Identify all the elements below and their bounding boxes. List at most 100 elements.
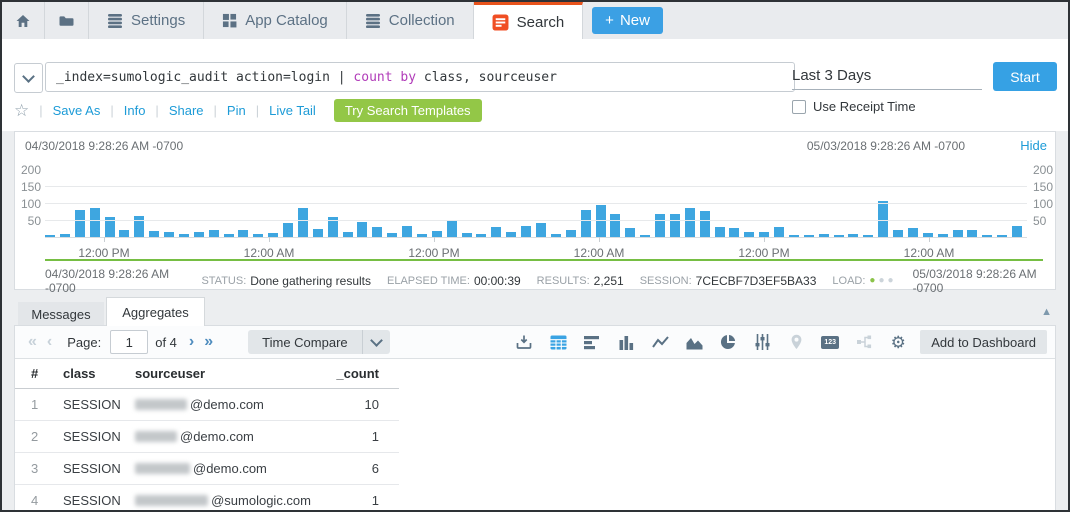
next-page-icon[interactable]: › <box>188 333 195 350</box>
histogram-bar[interactable] <box>938 234 948 237</box>
histogram-bar[interactable] <box>997 235 1007 237</box>
collapse-panel-icon[interactable]: ▲ <box>1041 306 1052 318</box>
histogram-bar[interactable] <box>134 216 144 237</box>
col-header-count[interactable]: _count <box>336 366 379 381</box>
histogram-bar[interactable] <box>476 234 486 237</box>
map-pin-icon[interactable] <box>786 333 806 351</box>
histogram-bar[interactable] <box>194 232 204 237</box>
histogram-bar[interactable] <box>581 210 591 237</box>
col-header-sourceuser[interactable]: sourceuser <box>135 366 206 381</box>
table-row[interactable]: 1 SESSION @demo.com 10 <box>15 389 399 421</box>
histogram-bar[interactable] <box>953 230 963 237</box>
histogram-bar[interactable] <box>700 211 710 237</box>
histogram-bar[interactable] <box>238 230 248 237</box>
checkbox-icon[interactable] <box>792 99 806 114</box>
histogram-bar[interactable] <box>804 235 814 237</box>
histogram-bar[interactable] <box>878 201 888 237</box>
histogram-bar[interactable] <box>506 232 516 237</box>
table-row[interactable]: 2 SESSION @demo.com 1 <box>15 421 399 453</box>
histogram-bar[interactable] <box>566 230 576 237</box>
histogram-bar[interactable] <box>774 227 784 237</box>
nav-tab-home[interactable] <box>2 2 45 39</box>
histogram-bar[interactable] <box>982 235 992 237</box>
page-input[interactable] <box>110 330 149 354</box>
histogram-bar[interactable] <box>209 230 219 237</box>
col-header-class[interactable]: class <box>63 366 96 381</box>
histogram-bar[interactable] <box>655 214 665 237</box>
histogram-bar[interactable] <box>491 227 501 237</box>
histogram-bar[interactable] <box>268 233 278 237</box>
histogram-bar[interactable] <box>908 228 918 237</box>
histogram-bar[interactable] <box>417 234 427 237</box>
line-chart-icon[interactable] <box>650 333 670 351</box>
time-compare-dropdown[interactable] <box>361 330 390 354</box>
histogram-bar[interactable] <box>179 234 189 237</box>
histogram-bar[interactable] <box>596 205 606 237</box>
prev-page-icon[interactable]: ‹ <box>46 333 53 350</box>
histogram-bar[interactable] <box>60 234 70 237</box>
first-page-icon[interactable]: « <box>28 333 37 350</box>
favorite-star-icon[interactable]: ☆ <box>14 101 30 120</box>
query-input[interactable]: _index=sumologic_audit action=login | co… <box>45 62 795 92</box>
histogram-bar[interactable] <box>253 234 263 237</box>
histogram-bar[interactable] <box>387 233 397 237</box>
sliders-icon[interactable] <box>752 333 772 351</box>
info-link[interactable]: Info <box>123 103 146 118</box>
histogram-bar[interactable] <box>372 227 382 237</box>
histogram-bar[interactable] <box>848 234 858 237</box>
histogram-bar[interactable] <box>328 217 338 237</box>
pin-link[interactable]: Pin <box>226 103 246 118</box>
histogram-bar[interactable] <box>536 223 546 237</box>
share-link[interactable]: Share <box>168 103 204 118</box>
histogram-bar[interactable] <box>729 228 739 237</box>
use-receipt-time-checkbox[interactable]: Use Receipt Time <box>792 99 916 114</box>
nav-tab-library[interactable] <box>45 2 89 39</box>
histogram-bar[interactable] <box>1012 226 1022 237</box>
histogram-bar[interactable] <box>744 232 754 237</box>
histogram-bar[interactable] <box>967 230 977 237</box>
histogram-bar[interactable] <box>819 234 829 237</box>
histogram-bar[interactable] <box>283 223 293 237</box>
hide-link[interactable]: Hide <box>1020 138 1047 153</box>
histogram-bar[interactable] <box>447 220 457 237</box>
nav-tab-collection[interactable]: Collection <box>347 2 474 39</box>
histogram-bar[interactable] <box>119 230 129 237</box>
export-icon[interactable] <box>514 333 534 351</box>
nav-tab-app-catalog[interactable]: App Catalog <box>204 2 347 39</box>
area-chart-icon[interactable] <box>684 333 704 351</box>
histogram-bar[interactable] <box>90 208 100 237</box>
histogram-bar[interactable] <box>893 230 903 237</box>
node-graph-icon[interactable] <box>854 333 874 351</box>
distribution-bars-icon[interactable] <box>582 333 602 351</box>
tab-messages[interactable]: Messages <box>18 302 104 326</box>
query-history-dropdown[interactable] <box>14 63 43 93</box>
tab-aggregates[interactable]: Aggregates <box>106 297 205 326</box>
histogram-bar[interactable] <box>75 210 85 237</box>
last-page-icon[interactable]: » <box>204 333 214 350</box>
histogram-bar[interactable] <box>224 234 234 237</box>
histogram-bar[interactable] <box>357 222 367 237</box>
histogram-bar[interactable] <box>313 229 323 237</box>
table-row[interactable]: 3 SESSION @demo.com 6 <box>15 453 399 485</box>
histogram-bar[interactable] <box>685 208 695 237</box>
histogram-bar[interactable] <box>432 231 442 237</box>
histogram-bar[interactable] <box>298 208 308 237</box>
histogram-bar[interactable] <box>640 235 650 237</box>
nav-tab-settings[interactable]: Settings <box>89 2 205 39</box>
histogram-bar[interactable] <box>610 214 620 237</box>
histogram-bar[interactable] <box>164 232 174 237</box>
histogram-bar[interactable] <box>670 214 680 237</box>
time-range-field[interactable]: Last 3 Days <box>792 62 982 90</box>
save-as-link[interactable]: Save As <box>52 103 101 118</box>
histogram-bar[interactable] <box>834 235 844 237</box>
table-row[interactable]: 4 SESSION @sumologic.com 1 <box>15 485 399 510</box>
histogram-bar[interactable] <box>105 217 115 237</box>
histogram-bar[interactable] <box>863 235 873 237</box>
histogram-bar[interactable] <box>402 226 412 237</box>
histogram-bar[interactable] <box>759 232 769 237</box>
histogram-bar[interactable] <box>715 227 725 237</box>
histogram-bar[interactable] <box>551 234 561 237</box>
add-to-dashboard-button[interactable]: Add to Dashboard <box>920 330 1047 354</box>
time-compare-button[interactable]: Time Compare <box>248 330 390 354</box>
live-tail-link[interactable]: Live Tail <box>269 103 316 118</box>
